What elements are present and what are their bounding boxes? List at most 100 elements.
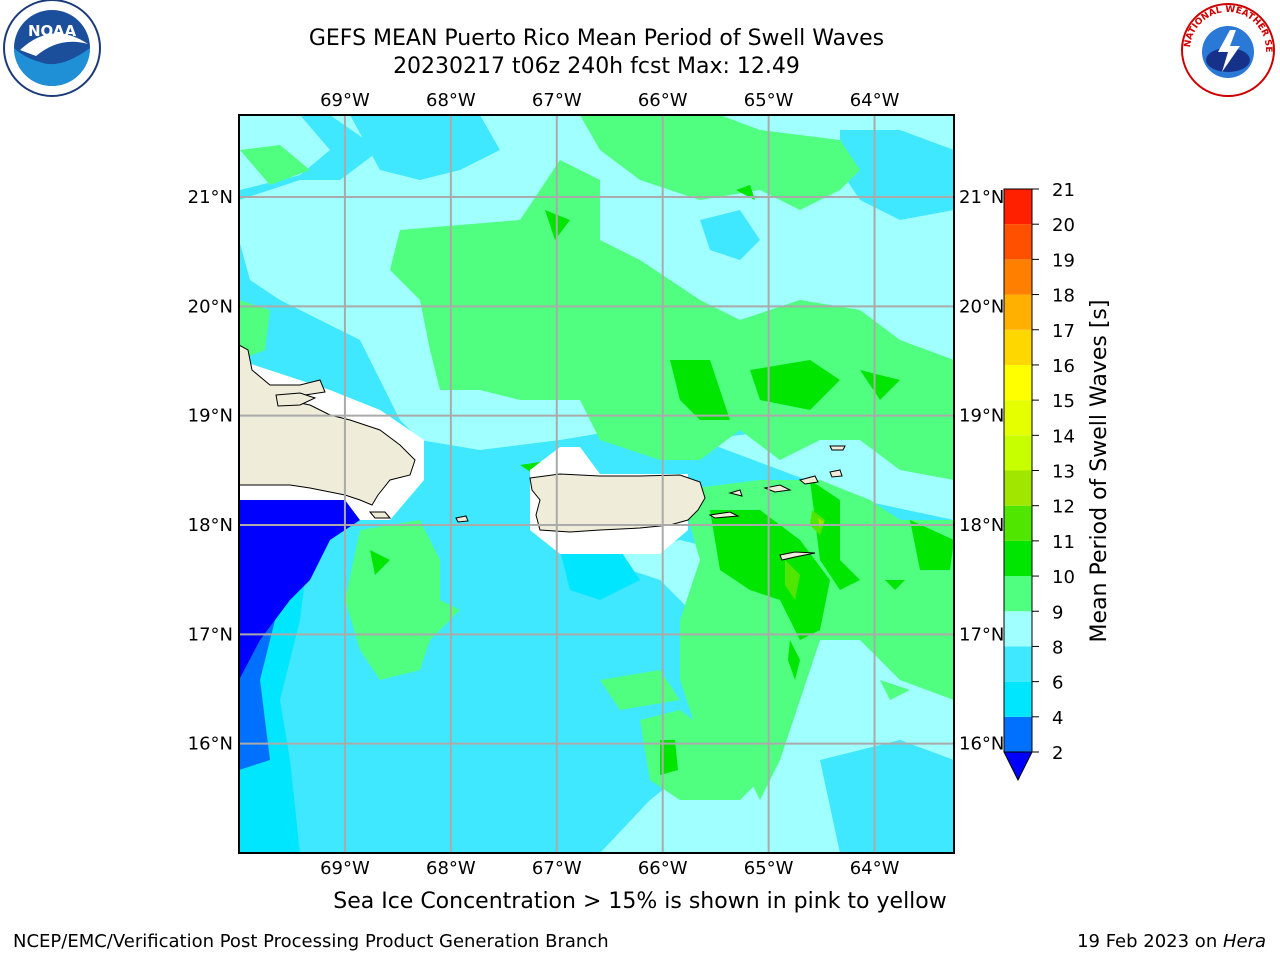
colorbar-segment	[1004, 505, 1032, 541]
colorbar-tick-label: 20	[1052, 215, 1075, 236]
chart-subtitle: 20230217 t06z 240h fcst Max: 12.49	[393, 54, 800, 79]
swell-9-10s-region	[600, 670, 680, 710]
lon-ticks-top: 69°W 68°W 67°W 66°W 65°W 64°W	[320, 90, 900, 111]
swell-9-10s-region	[580, 115, 860, 210]
swell-11-12s-region	[810, 510, 825, 535]
lat-ticks-left: 21°N 20°N 19°N 18°N 17°N 16°N	[188, 187, 233, 755]
lat-tick-label: 16°N	[959, 734, 1004, 755]
lon-tick-label: 67°W	[532, 90, 582, 111]
lon-tick-label: 64°W	[850, 90, 900, 111]
footer-host: Hera	[1222, 931, 1266, 952]
island	[368, 511, 392, 519]
lon-tick-label: 69°W	[320, 858, 370, 879]
colorbar-tick-label: 12	[1052, 497, 1075, 518]
colorbar-tick-label: 11	[1052, 532, 1075, 553]
lon-tick-label: 65°W	[744, 90, 794, 111]
footer-date-text: 19 Feb 2023 on	[1077, 931, 1223, 952]
island	[275, 392, 317, 407]
colorbar-label: Mean Period of Swell Waves [s]	[1087, 300, 1112, 643]
noaa-logo: NOAA	[3, 0, 101, 97]
nws-logo: NATIONAL WEATHER SERVICE	[1178, 0, 1275, 97]
lon-tick-label: 68°W	[426, 858, 476, 879]
colorbar-segment	[1004, 646, 1032, 682]
swell-4-6s-region	[560, 550, 640, 600]
island	[455, 515, 469, 523]
lat-tick-label: 20°N	[959, 296, 1004, 317]
lon-tick-label: 64°W	[850, 858, 900, 879]
footer-credit: NCEP/EMC/Verification Post Processing Pr…	[13, 931, 609, 952]
colorbar-tick-label: 19	[1052, 250, 1075, 271]
puerto-rico-land	[529, 473, 706, 533]
lon-tick-label: 68°W	[426, 90, 476, 111]
lat-tick-label: 17°N	[959, 624, 1004, 645]
swell-10-11s-region	[860, 370, 900, 400]
lat-tick-label: 16°N	[188, 734, 233, 755]
colorbar-tick-label: 2	[1052, 743, 1063, 764]
swell-9-10s-region	[880, 240, 920, 300]
colorbar-segment	[1004, 540, 1032, 577]
colorbar-segment	[1004, 189, 1032, 225]
island	[763, 484, 792, 493]
colorbar-tick-label: 13	[1052, 462, 1075, 483]
colorbar-segment	[1004, 681, 1032, 717]
swell-6-8s-region	[700, 210, 760, 260]
colorbar-tick-label: 21	[1052, 180, 1075, 201]
swell-10-11s-region	[710, 510, 830, 640]
swell-10-11s-region	[670, 360, 730, 420]
swell-9-10s-region	[880, 680, 910, 700]
sea-ice-caption: Sea Ice Concentration > 15% is shown in …	[333, 889, 947, 914]
swell-10-11s-region	[885, 580, 905, 590]
swell-9-10s-region	[240, 145, 310, 185]
swell-6-8s-region	[820, 740, 954, 853]
footer-date: 19 Feb 2023 on Hera	[1077, 931, 1266, 952]
colorbar-segment	[1004, 294, 1032, 330]
lat-tick-label: 20°N	[188, 296, 233, 317]
swell-10-11s-region	[750, 360, 840, 410]
swell-10-11s-region	[370, 550, 390, 575]
colorbar-tick-label: 17	[1052, 321, 1075, 342]
lon-tick-label: 66°W	[638, 858, 688, 879]
lat-tick-label: 18°N	[959, 515, 1004, 536]
colorbar-tick-label: 8	[1052, 637, 1063, 658]
colorbar-segment	[1004, 470, 1032, 506]
lat-tick-label: 19°N	[188, 406, 233, 427]
colorbar-segment	[1004, 259, 1032, 295]
map-frame	[238, 114, 955, 854]
swell-6-8s-region	[350, 115, 500, 180]
hispaniola-land	[239, 344, 416, 506]
map-gridlines	[239, 115, 954, 853]
swell-11-12s-region	[785, 560, 800, 600]
chart-title: GEFS MEAN Puerto Rico Mean Period of Swe…	[308, 26, 885, 51]
island	[708, 511, 740, 519]
island	[779, 551, 816, 561]
colorbar-segment	[1004, 364, 1032, 401]
colorbar-tick-label: 15	[1052, 391, 1075, 412]
lat-tick-label: 21°N	[959, 187, 1004, 208]
colorbar-tick-label: 4	[1052, 708, 1063, 729]
colorbar-tick-label: 14	[1052, 426, 1075, 447]
swell-10-11s-region	[660, 740, 678, 775]
lat-tick-label: 21°N	[188, 187, 233, 208]
lat-tick-label: 18°N	[188, 515, 233, 536]
colorbar: 2 4 6 8 9 10 11 12 13 14 15 16 17 18 19 20 21	[1003, 180, 1075, 782]
colorbar-tick-label: 16	[1052, 356, 1075, 377]
swell-2-4s-region	[239, 500, 360, 680]
lat-tick-label: 19°N	[959, 406, 1004, 427]
lat-ticks-right: 21°N 20°N 19°N 18°N 17°N 16°N	[959, 187, 1004, 755]
colorbar-segment	[1004, 224, 1032, 260]
island	[829, 469, 843, 478]
lon-tick-label: 67°W	[532, 858, 582, 879]
island	[728, 489, 743, 497]
lat-tick-label: 17°N	[188, 624, 233, 645]
island	[829, 445, 846, 451]
lon-tick-label: 69°W	[320, 90, 370, 111]
swell-10-11s-region	[910, 520, 954, 570]
colorbar-tick-label: 10	[1052, 567, 1075, 588]
swell-9-10s-region	[239, 300, 270, 360]
lon-tick-label: 65°W	[744, 858, 794, 879]
colorbar-tick-label: 6	[1052, 673, 1063, 694]
colorbar-segment	[1004, 435, 1032, 471]
svg-text:NOAA: NOAA	[28, 22, 77, 40]
lon-tick-label: 66°W	[638, 90, 688, 111]
